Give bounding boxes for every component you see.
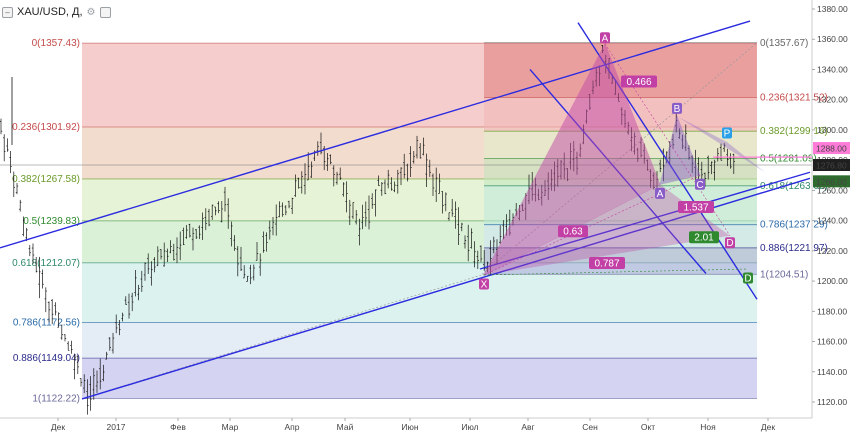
y-tick-label: 1340.00 bbox=[817, 64, 848, 74]
pattern-ratio-label: 0.63 bbox=[563, 227, 583, 238]
pattern-ratio-badge bbox=[689, 231, 719, 244]
fib-left-label: 0.886(1149.04) bbox=[13, 353, 80, 364]
price-tag-label: 1276.80 bbox=[816, 160, 847, 170]
x-tick-label: Апр bbox=[285, 422, 300, 432]
pattern-projection bbox=[677, 116, 765, 173]
fib-left-zone bbox=[82, 358, 757, 399]
symbol-label: XAU/USD, Д, bbox=[17, 6, 83, 18]
fib-left-label: 0.236(1301.92) bbox=[12, 122, 80, 133]
fib-left-label: 0.5(1239.83) bbox=[23, 216, 80, 227]
y-tick-label: 1320.00 bbox=[817, 95, 848, 105]
price-tag-label: 1266.00 bbox=[816, 177, 847, 187]
x-tick-label: Ноя bbox=[700, 422, 716, 432]
fib-left-label: 1(1122.22) bbox=[32, 394, 80, 405]
layout-icon[interactable] bbox=[99, 6, 111, 18]
y-tick-label: 1180.00 bbox=[817, 306, 847, 316]
pattern-point-label: B bbox=[674, 104, 681, 115]
price-tag bbox=[813, 158, 850, 171]
x-tick-label: Мар bbox=[222, 422, 239, 432]
harmonic-pattern: X A B A C D P D 0.466 0.63 0.787 1.537 2.01 bbox=[479, 32, 812, 291]
pattern-point-marker bbox=[672, 102, 682, 114]
pattern-xad-triangle bbox=[484, 184, 730, 276]
y-tick-label: 1160.00 bbox=[817, 337, 847, 347]
fib-left-label: 0.618(1212.07) bbox=[12, 258, 80, 269]
pattern-point-marker bbox=[722, 127, 732, 139]
pattern-point-label: D bbox=[726, 238, 733, 249]
fib-left-zone bbox=[82, 322, 757, 359]
x-tick-label: Май bbox=[337, 422, 354, 432]
pattern-ratio-badge bbox=[589, 256, 625, 269]
pattern-ratio-label: 0.466 bbox=[626, 77, 651, 88]
pattern-point-label: D bbox=[744, 273, 751, 284]
y-tick-label: 1120.00 bbox=[817, 397, 847, 407]
candles bbox=[0, 44, 735, 415]
collapse-icon[interactable]: – bbox=[2, 6, 13, 18]
pattern-point-marker bbox=[725, 237, 735, 249]
fib-right-label: 1(1204.51) bbox=[760, 269, 808, 280]
pattern-point-label: A bbox=[657, 189, 664, 200]
y-tick-label: 1300.00 bbox=[817, 125, 848, 135]
x-tick-label: Июн bbox=[401, 422, 418, 432]
pattern-xd-line bbox=[483, 268, 749, 276]
fib-left-label: 0.382(1267.58) bbox=[12, 174, 80, 185]
x-tick-label: Авг bbox=[521, 422, 534, 432]
x-tick-label: Дек bbox=[761, 422, 775, 432]
pattern-point-marker bbox=[600, 32, 610, 44]
fib-left-label: 0(1357.43) bbox=[32, 38, 80, 49]
fib-right-label: 0.786(1237.29) bbox=[760, 220, 828, 231]
x-tick-label: Окт bbox=[641, 422, 655, 432]
price-tag bbox=[813, 175, 850, 188]
y-tick-label: 1380.00 bbox=[817, 4, 848, 14]
symbol-header: – XAU/USD, Д, ⚙ bbox=[2, 4, 111, 20]
y-tick-label: 1220.00 bbox=[817, 246, 848, 256]
x-tick-label: 2017 bbox=[107, 422, 126, 432]
y-tick-label: 1240.00 bbox=[817, 216, 848, 226]
x-tick-label: Дек bbox=[51, 422, 65, 432]
y-tick-label: 1360.00 bbox=[817, 34, 848, 44]
pattern-ratio-label: 2.01 bbox=[694, 233, 714, 244]
price-tag bbox=[813, 142, 850, 155]
pattern-point-label: X bbox=[481, 280, 488, 291]
pattern-ratio-badge bbox=[621, 75, 657, 88]
pattern-point-label: P bbox=[724, 129, 731, 140]
price-tag-label: 1288.00 bbox=[816, 144, 847, 154]
y-tick-label: 1140.00 bbox=[817, 367, 847, 377]
fib-right-label: 0.236(1321.52) bbox=[760, 92, 828, 103]
x-tick-label: Сен bbox=[582, 422, 598, 432]
pattern-point-marker bbox=[655, 187, 665, 199]
pattern-point-label: A bbox=[602, 33, 609, 44]
pattern-point-marker bbox=[479, 278, 489, 290]
x-tick-label: Фев bbox=[170, 422, 186, 432]
channel-lower-line bbox=[81, 177, 811, 400]
pattern-ratio-badge bbox=[678, 201, 714, 214]
x-axis: Дек 2017 Фев Мар Апр Май Июн Июл Авг Сен Окт Ноя Дек bbox=[0, 417, 812, 432]
x-tick-label: Июл bbox=[461, 422, 478, 432]
fib-right-label: 0.5(1281.09) bbox=[760, 154, 817, 165]
fib-right-label: 0.618(1263.02) bbox=[760, 181, 828, 192]
settings-icon[interactable]: ⚙ bbox=[86, 6, 96, 18]
pattern-point-marker bbox=[695, 178, 705, 190]
pattern-abc-triangle bbox=[659, 115, 701, 185]
channel-upper-line bbox=[0, 20, 751, 249]
pattern-point-marker bbox=[743, 272, 753, 284]
y-tick-label: 1200.00 bbox=[817, 276, 848, 286]
pattern-ratio-label: 1.537 bbox=[683, 203, 708, 214]
pattern-ratio-label: 0.787 bbox=[594, 258, 619, 269]
y-tick-label: 1260.00 bbox=[817, 185, 848, 195]
channel-lower-line-2 bbox=[479, 171, 811, 270]
fib-right-label: 0.382(1299.16) bbox=[760, 126, 828, 137]
pattern-point-label: C bbox=[696, 180, 703, 191]
pattern-ratio-badge bbox=[558, 225, 588, 238]
fib-right-label: 0(1357.67) bbox=[760, 38, 808, 49]
y-axis: 1120.00 1140.00 1160.00 1180.00 1200.00 1220.… bbox=[811, 0, 850, 418]
fib-left-label: 0.786(1172.56) bbox=[13, 318, 80, 329]
fib-right-label: 0.886(1221.97) bbox=[760, 243, 828, 254]
